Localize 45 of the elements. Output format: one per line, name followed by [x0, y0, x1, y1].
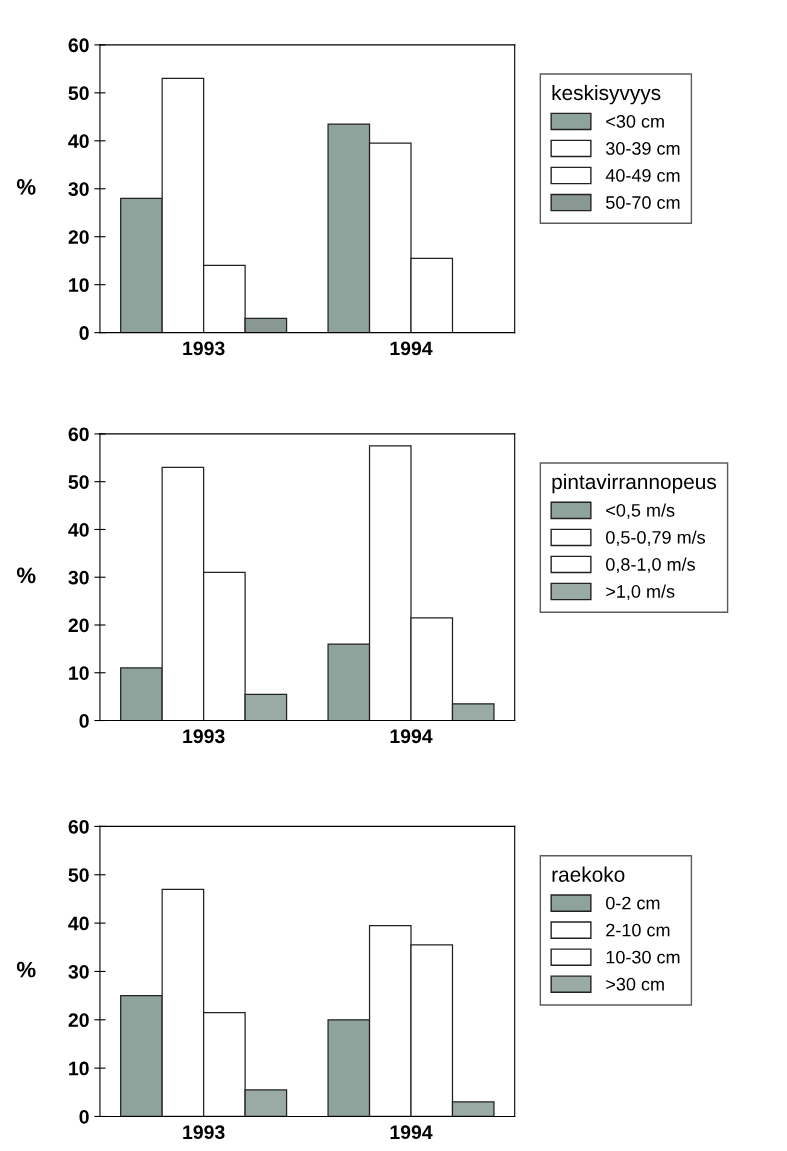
y-tick-label: 30 [68, 182, 89, 197]
x-tick-label: 1993 [183, 341, 225, 356]
y-axis-title: % [16, 961, 36, 978]
legend-label: 2-10 cm [606, 923, 670, 937]
y-tick-label: 60 [68, 427, 89, 442]
y-axis-title: % [16, 567, 36, 584]
y-tick-label: 50 [68, 475, 89, 489]
y-axis-title: % [16, 179, 36, 195]
legend-label: 0-2 cm [606, 896, 660, 910]
x-tick-label: 1993 [183, 1125, 225, 1140]
y-tick-label: 50 [68, 86, 89, 101]
x-tick-label: 1994 [390, 1125, 433, 1140]
legend-label: 40-49 cm [605, 169, 680, 182]
x-tick-label: 1994 [390, 729, 433, 744]
y-tick-label: 30 [68, 964, 89, 979]
y-tick-label: 0 [79, 326, 89, 340]
y-tick-label: 10 [69, 278, 89, 292]
y-tick-label: 60 [68, 819, 89, 834]
y-tick-label: 10 [69, 666, 89, 680]
legend-title: raekoko [552, 866, 625, 882]
legend-label: >30 cm [606, 977, 664, 991]
y-tick-label: 60 [68, 38, 89, 53]
x-tick-label: 1993 [183, 729, 225, 744]
y-tick-label: 0 [79, 1109, 89, 1124]
legend-title: keskisyvyys [552, 84, 661, 105]
legend-label: <0,5 m/s [606, 503, 675, 519]
legend-label: 30-39 cm [606, 142, 680, 155]
legend-label: <30 cm [606, 115, 664, 128]
legend-label: 10-30 cm [606, 950, 680, 964]
y-tick-label: 30 [68, 570, 89, 585]
legend-label: 0,5-0,79 m/s [606, 530, 706, 546]
y-tick-label: 10 [69, 1061, 89, 1076]
y-tick-label: 40 [68, 522, 89, 537]
y-tick-label: 20 [68, 230, 89, 244]
x-tick-label: 1994 [390, 341, 433, 356]
legend-label: 0,8-1,0 m/s [606, 557, 695, 573]
legend-label: >1,0 m/s [606, 584, 675, 600]
legend-title: pintavirrannopeus [552, 473, 717, 494]
y-tick-label: 50 [68, 868, 89, 882]
legend-label: 50-70 cm [606, 196, 680, 209]
y-tick-label: 20 [68, 1013, 89, 1028]
y-tick-label: 40 [68, 134, 89, 149]
y-tick-label: 40 [68, 916, 89, 931]
y-tick-label: 20 [68, 618, 89, 633]
y-tick-label: 0 [79, 713, 89, 728]
